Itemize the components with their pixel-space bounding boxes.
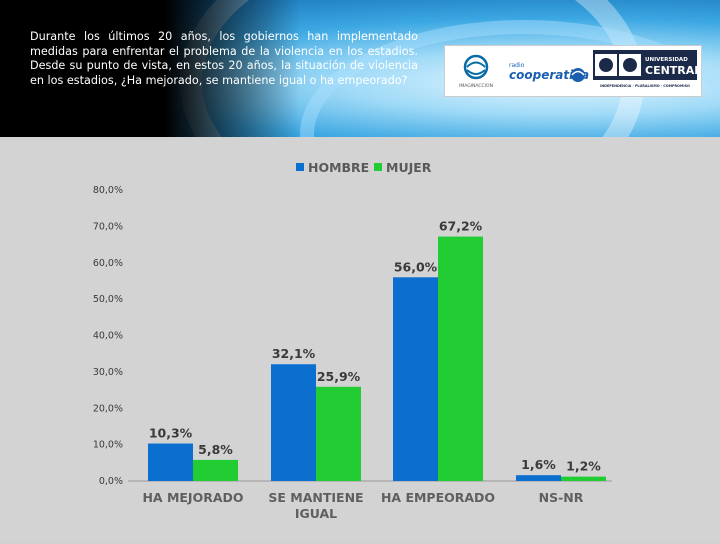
x-tick-label: SE MANTIENE [268, 490, 363, 505]
y-tick-label: 80,0% [93, 185, 123, 196]
banner-shade [0, 0, 300, 137]
y-tick-label: 0,0% [99, 476, 123, 487]
chart-legend: HOMBRE MUJER [296, 160, 432, 175]
legend-swatch-hombre [296, 163, 304, 171]
y-tick-label: 30,0% [93, 367, 123, 378]
y-tick-label: 60,0% [93, 258, 123, 269]
universidad-central-logo: UNIVERSIDAD CENTRAL INDEPENDENCIA · PLUR… [593, 50, 697, 88]
data-labels: 10,3% 5,8% 32,1%25,9% 56,0% 67,2% 1,6% 1,2% [149, 219, 601, 474]
bars [148, 236, 606, 481]
x-tick-label: IGUAL [295, 506, 337, 521]
data-label-hombre: 10,3% [149, 426, 193, 441]
x-tick-label: HA EMPEORADO [381, 490, 495, 505]
legend-label-hombre: HOMBRE [308, 160, 369, 175]
y-tick-label: 50,0% [93, 294, 123, 305]
sponsor-logos: IMAGINACCION radio cooperativa UNIVERSID… [444, 45, 702, 97]
universidad-name: CENTRAL [645, 64, 697, 77]
data-label-mujer: 1,2% [566, 459, 601, 474]
cooperativa-top-text: radio [509, 62, 525, 69]
data-label-mujer: 67,2% [439, 219, 483, 234]
data-label-mujer: 25,9% [317, 369, 361, 384]
y-tick-label: 40,0% [93, 331, 123, 342]
bar-hombre [271, 364, 316, 481]
data-label-hombre: 32,1% [272, 346, 316, 361]
bar-mujer [193, 459, 238, 481]
imaginaccion-text: IMAGINACCION [459, 83, 493, 89]
survey-question: Durante los últimos 20 años, los gobiern… [30, 30, 418, 87]
data-label-hombre: 1,6% [521, 457, 556, 472]
cooperativa-text: cooperativa [509, 68, 589, 82]
y-tick-label: 70,0% [93, 221, 123, 232]
data-label-mujer: 5,8% [198, 442, 233, 457]
bar-hombre [516, 475, 561, 481]
x-tick-label: NS-NR [539, 490, 584, 505]
y-tick-label: 20,0% [93, 403, 123, 414]
legend-label-mujer: MUJER [386, 160, 432, 175]
bar-hombre [393, 277, 438, 481]
bar-mujer [438, 236, 483, 481]
bar-hombre [148, 443, 193, 481]
data-label-hombre: 56,0% [394, 259, 438, 274]
bar-mujer [316, 386, 361, 481]
bar-mujer [561, 476, 606, 481]
imaginaccion-logo: IMAGINACCION [459, 54, 493, 89]
cooperativa-logo: radio cooperativa [509, 62, 589, 82]
header-banner: Durante los últimos 20 años, los gobiern… [0, 0, 720, 137]
universidad-label: UNIVERSIDAD [645, 57, 688, 63]
bar-chart: HOMBRE MUJER 0,0% 10,0% 20,0% 30,0% 40,0% 50,0… [93, 160, 612, 521]
legend-swatch-mujer [374, 163, 382, 171]
universidad-motto: INDEPENDENCIA · PLURALISMO · COMPROMISO [600, 84, 690, 88]
y-tick-label: 10,0% [93, 440, 123, 451]
chart-area: HOMBRE MUJER 0,0% 10,0% 20,0% 30,0% 40,0% 50,0… [0, 137, 720, 540]
x-tick-label: HA MEJORADO [142, 490, 243, 505]
